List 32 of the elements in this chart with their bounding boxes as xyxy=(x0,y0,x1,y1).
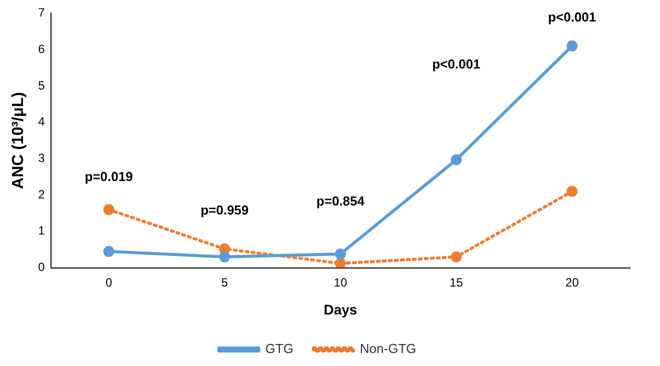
x-axis-title: Days xyxy=(324,301,358,318)
point xyxy=(450,251,462,262)
x-tick-label: 0 xyxy=(105,275,112,290)
point xyxy=(103,204,114,216)
annotation: p=0.959 xyxy=(200,202,249,218)
point xyxy=(334,248,346,260)
y-tick-label: 6 xyxy=(38,42,46,56)
x-tick-label: 15 xyxy=(450,275,464,290)
point xyxy=(566,186,578,197)
annotation: p=0.854 xyxy=(316,194,366,209)
y-tick-label: 0 xyxy=(38,260,46,274)
x-tick-label: 10 xyxy=(334,275,348,290)
annotation: p=0.019 xyxy=(84,169,133,184)
annotation: p<0.001 xyxy=(548,10,596,25)
point xyxy=(566,40,578,52)
point xyxy=(103,246,114,257)
y-axis-title: ANC (10³/μL) xyxy=(10,92,28,189)
legend-label: Non-GTG xyxy=(360,341,416,356)
y-tick-label: 1 xyxy=(38,224,46,238)
annotation: p<0.001 xyxy=(432,56,480,72)
point xyxy=(450,154,462,166)
point xyxy=(219,243,230,254)
x-tick-label: 20 xyxy=(565,275,580,290)
y-tick-label: 4 xyxy=(38,114,46,129)
y-tick-label: 5 xyxy=(38,78,46,92)
y-tick-label: 2 xyxy=(38,187,46,202)
point xyxy=(334,258,346,268)
y-tick-label: 7 xyxy=(38,6,46,20)
legend-label: GTG xyxy=(265,341,294,356)
x-tick-label: 5 xyxy=(221,275,228,290)
y-tick-label: 3 xyxy=(38,151,46,165)
point xyxy=(219,251,230,262)
